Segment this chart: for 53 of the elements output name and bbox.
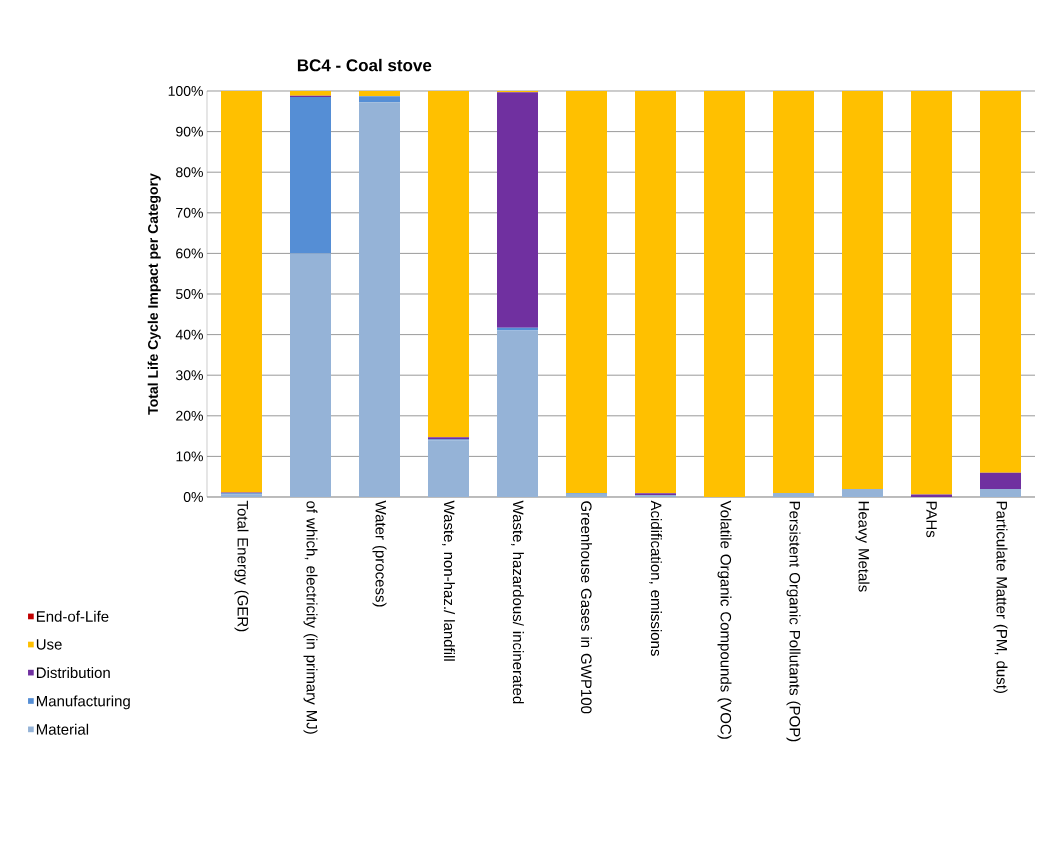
bar: [980, 91, 1022, 473]
bar: [911, 91, 953, 495]
y-tick-label: 90%: [176, 126, 203, 137]
bar: [773, 91, 814, 493]
legend-label: Manufacturing: [36, 695, 130, 710]
x-tick-label: Persistent Organic Pollutants (POP): [786, 501, 801, 742]
bar: [359, 96, 400, 103]
y-axis-title: Total Life Cycle Impact per Category: [147, 173, 161, 415]
bar: [635, 91, 676, 494]
legend-label: End-of-Life: [36, 610, 109, 622]
x-tick-label: Heavy Metals: [855, 501, 870, 592]
bar: [428, 440, 469, 497]
bar: [290, 97, 331, 254]
chart-title: BC4 - Coal stove: [297, 58, 432, 72]
bar: [359, 91, 400, 97]
bar: [290, 253, 331, 497]
bar: [221, 91, 262, 493]
x-tick-label: Water (process): [372, 500, 387, 607]
x-tick-label: Particulate Matter (PM, dust): [993, 501, 1008, 693]
x-tick-label: PAHs: [926, 501, 937, 538]
y-tick-label: 10%: [176, 451, 203, 462]
bar: [980, 488, 1022, 497]
bar: [566, 91, 607, 493]
bar: [290, 91, 331, 96]
y-tick-label: 0%: [183, 492, 203, 502]
y-tick-label: 30%: [175, 370, 203, 381]
legend-label: Material: [36, 723, 89, 735]
bar: [842, 488, 884, 497]
y-tick-label: 60%: [176, 248, 203, 259]
x-tick-label: Waste, non-haz./ landfill: [442, 500, 455, 661]
bar: [773, 492, 814, 497]
x-tick-label: Greenhouse Gases in GWP100: [581, 501, 593, 714]
bar: [704, 91, 745, 497]
y-tick-label: 100%: [168, 86, 203, 96]
bar: [497, 92, 538, 328]
bar: [497, 327, 538, 331]
y-tick-label: 70%: [176, 207, 203, 218]
x-tick-label: of which, electricity (in primary MJ): [303, 501, 318, 734]
y-tick-label: 40%: [175, 329, 203, 340]
bar: [359, 102, 400, 497]
y-tick-label: 20%: [176, 410, 203, 421]
x-tick-label: Waste, hazardous/ incinerated: [511, 500, 524, 704]
y-tick-label: 50%: [176, 289, 203, 299]
bar: [980, 472, 1022, 489]
legend-label: Distribution: [36, 667, 110, 679]
bar: [497, 330, 538, 497]
y-tick-label: 80%: [176, 167, 203, 178]
x-tick-label: Total Energy (GER): [234, 500, 249, 632]
bar: [428, 91, 469, 438]
legend-label: Use: [36, 639, 62, 650]
x-tick-label: Volatile Organic Compounds (VOC): [717, 500, 732, 739]
bar: [842, 91, 884, 489]
x-tick-label: Acidification, emissions: [649, 500, 662, 656]
